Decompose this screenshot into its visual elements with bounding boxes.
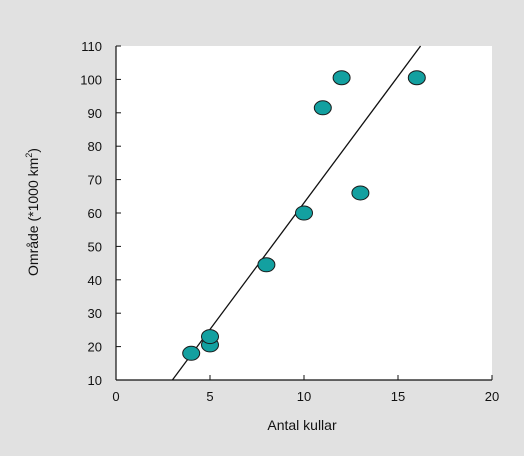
data-point bbox=[351, 185, 370, 201]
y-tick-label: 30 bbox=[88, 306, 102, 321]
x-tick-label: 15 bbox=[391, 389, 405, 404]
y-tick-label: 20 bbox=[88, 340, 102, 355]
y-tick-label: 60 bbox=[88, 206, 102, 221]
data-point bbox=[332, 70, 351, 86]
x-tick-label: 0 bbox=[112, 389, 119, 404]
data-point bbox=[407, 70, 426, 86]
x-ticks: 0 5 10 15 20 bbox=[112, 375, 499, 404]
data-point bbox=[201, 329, 219, 345]
y-axis-label: Område (*1000 km2) bbox=[24, 148, 41, 276]
y-tick-label: 110 bbox=[81, 39, 102, 54]
data-points bbox=[182, 70, 426, 361]
data-point bbox=[295, 205, 313, 221]
y-tick-label: 10 bbox=[88, 373, 102, 388]
x-axis-label: Antal kullar bbox=[267, 417, 337, 433]
data-point bbox=[257, 257, 276, 273]
y-tick-label: 40 bbox=[88, 273, 102, 288]
y-axis-label-close: ) bbox=[25, 148, 41, 153]
data-point bbox=[182, 345, 201, 361]
y-tick-label: 90 bbox=[88, 106, 102, 121]
y-tick-label: 80 bbox=[88, 139, 102, 154]
y-tick-label: 70 bbox=[88, 173, 102, 188]
y-tick-label: 100 bbox=[80, 72, 102, 87]
x-tick-label: 5 bbox=[206, 389, 213, 404]
y-ticks: 10 20 30 40 50 60 70 80 90 100 110 bbox=[80, 39, 121, 388]
x-tick-label: 20 bbox=[485, 389, 499, 404]
data-point bbox=[313, 100, 332, 116]
y-axis-label-text: Område (*1000 km bbox=[25, 158, 41, 276]
x-tick-label: 10 bbox=[297, 389, 311, 404]
y-tick-label: 50 bbox=[88, 239, 102, 254]
y-axis-label-superscript: 2 bbox=[24, 153, 34, 158]
